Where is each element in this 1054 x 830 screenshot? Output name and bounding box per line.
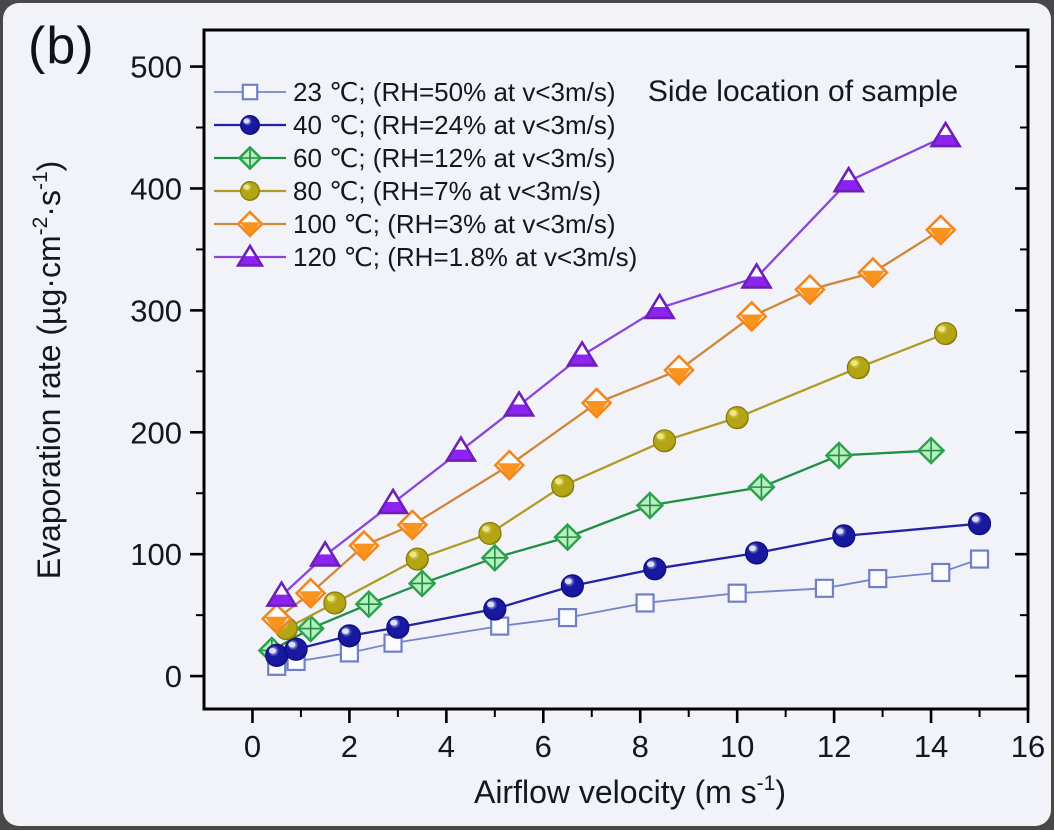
panel-label: (b)	[28, 17, 95, 75]
legend-label: 40 ℃; (RH=24% at v<3m/s)	[293, 110, 616, 140]
legend-item-60C: 60 ℃; (RH=12% at v<3m/s)	[214, 143, 616, 173]
x-axis-label: Airflow velocity (m s-1)	[474, 772, 786, 810]
legend-item-80C: 80 ℃; (RH=7% at v<3m/s)	[214, 176, 601, 206]
legend-item-40C: 40 ℃; (RH=24% at v<3m/s)	[214, 110, 616, 140]
x-tick-label: 8	[632, 729, 649, 764]
series-120C	[265, 120, 962, 607]
chart-title: Side location of sample	[648, 75, 958, 108]
y-tick-label: 300	[130, 293, 182, 328]
y-axis-label: Evaporation rate (µg·cm-2·s-1)	[29, 161, 67, 580]
x-tick-label: 10	[720, 729, 754, 764]
x-tick-label: 0	[244, 729, 261, 764]
legend-label: 120 ℃; (RH=1.8% at v<3m/s)	[293, 242, 637, 272]
plot-frame	[202, 28, 1030, 711]
y-tick-label: 0	[165, 659, 182, 694]
y-tick-label: 100	[130, 537, 182, 572]
series-100C	[260, 214, 957, 635]
legend-item-23C: 23 ℃; (RH=50% at v<3m/s)	[214, 77, 616, 107]
y-axis: 0 100 200 300 400 500	[130, 50, 1028, 694]
legend-label: 100 ℃; (RH=3% at v<3m/s)	[293, 209, 616, 239]
y-tick-label: 400	[130, 171, 182, 206]
series-23C	[267, 549, 990, 676]
series-80C	[274, 321, 958, 641]
x-tick-label: 4	[438, 729, 455, 764]
chart-legend: 23 ℃; (RH=50% at v<3m/s)40 ℃; (RH=24% at…	[214, 77, 637, 272]
series-60C	[257, 436, 946, 665]
x-axis: 0 2 4 6 8 10 12 14 16	[244, 709, 1045, 764]
x-tick-label: 12	[817, 729, 851, 764]
legend-item-120C: 120 ℃; (RH=1.8% at v<3m/s)	[214, 242, 637, 272]
series-40C	[265, 512, 992, 667]
legend-label: 80 ℃; (RH=7% at v<3m/s)	[293, 176, 601, 206]
y-tick-label: 500	[130, 50, 182, 85]
x-tick-label: 14	[914, 729, 948, 764]
legend-label: 60 ℃; (RH=12% at v<3m/s)	[293, 143, 616, 173]
legend-label: 23 ℃; (RH=50% at v<3m/s)	[293, 77, 616, 107]
x-tick-label: 6	[535, 729, 552, 764]
legend-item-100C: 100 ℃; (RH=3% at v<3m/s)	[214, 209, 616, 239]
x-tick-label: 2	[341, 729, 358, 764]
y-tick-label: 200	[130, 415, 182, 450]
x-tick-label: 16	[1011, 729, 1045, 764]
